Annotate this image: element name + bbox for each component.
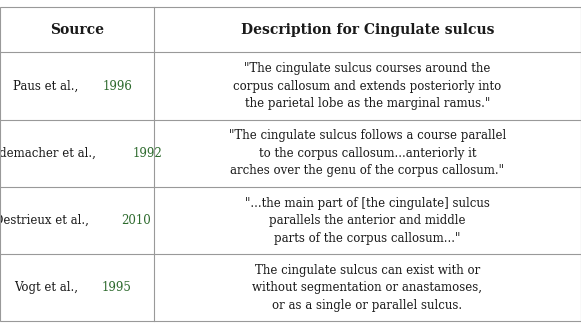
Text: Description for Cingulate sulcus: Description for Cingulate sulcus bbox=[241, 23, 494, 36]
Text: Paus et al.,: Paus et al., bbox=[13, 80, 82, 92]
Text: The cingulate sulcus can exist with or
without segmentation or anastamoses,
or a: The cingulate sulcus can exist with or w… bbox=[253, 264, 482, 312]
Text: "The cingulate sulcus courses around the
corpus callosum and extends posteriorly: "The cingulate sulcus courses around the… bbox=[234, 62, 501, 110]
Text: Destrieux et al.,: Destrieux et al., bbox=[0, 214, 93, 227]
Text: 2010: 2010 bbox=[121, 214, 151, 227]
Text: 1996: 1996 bbox=[102, 80, 132, 92]
Text: 1992: 1992 bbox=[133, 147, 163, 160]
Text: 1995: 1995 bbox=[102, 281, 131, 294]
Text: "The cingulate sulcus follows a course parallel
to the corpus callosum...anterio: "The cingulate sulcus follows a course p… bbox=[229, 129, 506, 177]
Text: Rademacher et al.,: Rademacher et al., bbox=[0, 147, 99, 160]
Text: "...the main part of [the cingulate] sulcus
parallels the anterior and middle
pa: "...the main part of [the cingulate] sul… bbox=[245, 196, 490, 245]
Text: Vogt et al.,: Vogt et al., bbox=[14, 281, 82, 294]
Text: Source: Source bbox=[50, 23, 104, 36]
